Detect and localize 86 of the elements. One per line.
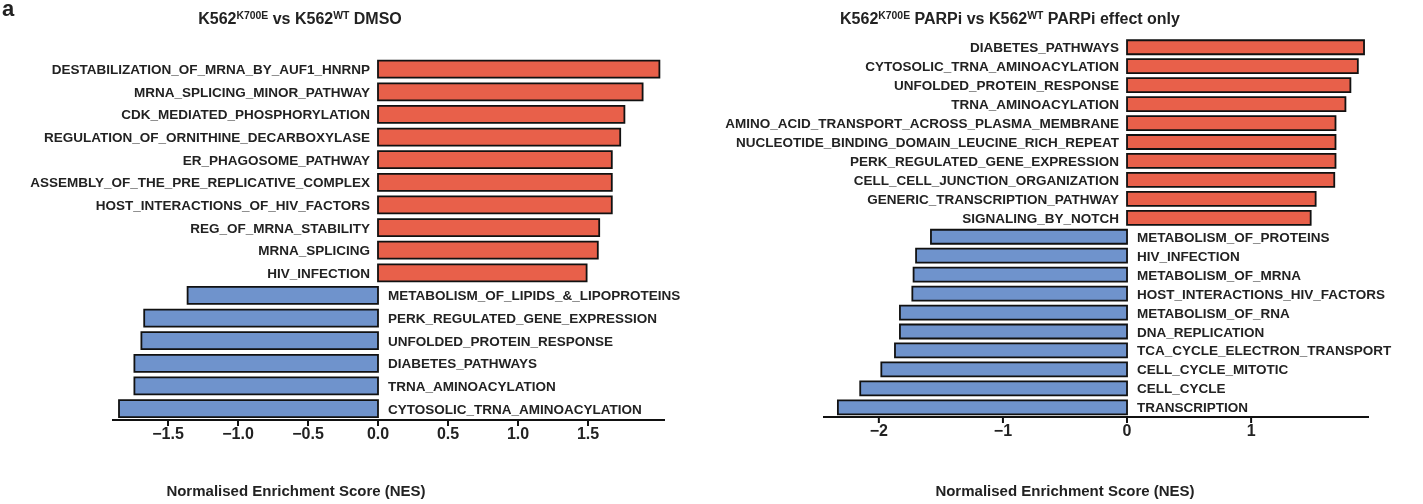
bar — [140, 331, 379, 351]
y-tick-label: METABOLISM_OF_RNA — [1137, 305, 1291, 321]
y-tick-label: AMINO_ACID_TRANSPORT_ACROSS_PLASMA_MEMBRANE — [725, 116, 1120, 132]
y-tick-label: CDK_MEDIATED_PHOSPHORYLATION — [121, 107, 370, 123]
bar — [377, 105, 626, 124]
bar — [1126, 209, 1312, 226]
bar — [377, 240, 599, 260]
y-tick-label: CELL_CELL_JUNCTION_ORGANIZATION — [853, 172, 1120, 188]
y-tick-label: CYTOSOLIC_TRNA_AMINOACYLATION — [388, 401, 642, 417]
bar — [377, 127, 622, 147]
bar — [377, 263, 588, 283]
bar — [930, 228, 1128, 245]
x-tick-label: 1.0 — [506, 425, 530, 443]
bar — [377, 82, 644, 102]
bar — [1126, 190, 1317, 207]
x-tick-label: −1.5 — [152, 425, 184, 443]
y-tick-label: CELL_CYCLE_MITOTIC — [1137, 362, 1289, 378]
y-tick-label: ASSEMBLY_OF_THE_PRE_REPLICATIVE_COMPLEX — [30, 175, 370, 191]
bar — [133, 376, 379, 396]
y-tick-label: METABOLISM_OF_PROTEINS — [1137, 229, 1330, 245]
bar — [1126, 58, 1359, 75]
bar — [899, 304, 1128, 321]
y-tick-label: METABOLISM_OF_MRNA — [1137, 267, 1302, 283]
y-tick-label: HOST_INTERACTIONS_HIV_FACTORS — [1137, 286, 1386, 302]
y-tick-label: HOST_INTERACTIONS_OF_HIV_FACTORS — [95, 197, 370, 213]
y-tick-label: GENERIC_TRANSCRIPTION_PATHWAY — [867, 191, 1120, 207]
y-tick-label: HIV_INFECTION — [1137, 248, 1240, 264]
y-tick-label: UNFOLDED_PROTEIN_RESPONSE — [388, 333, 614, 349]
x-axis-title: Normalised Enrichment Score (NES) — [166, 482, 426, 499]
y-tick-label: TRNA_AMINOACYLATION — [951, 97, 1120, 113]
bar — [1126, 39, 1365, 56]
y-tick-label: PERK_REGULATED_GENE_EXPRESSION — [849, 153, 1120, 169]
y-tick-label: ER_PHAGOSOME_PATHWAY — [182, 152, 370, 168]
x-tick-label: −2 — [869, 422, 889, 440]
x-tick-label: −0.5 — [292, 425, 324, 443]
y-tick-label: SIGNALING_BY_NOTCH — [962, 210, 1120, 226]
bar — [186, 286, 379, 305]
bar — [894, 342, 1128, 359]
y-tick-label: METABOLISM_OF_LIPIDS_&_LIPOPROTEINS — [388, 288, 681, 304]
y-tick-label: MRNA_SPLICING — [258, 243, 370, 259]
bar — [899, 323, 1128, 340]
y-tick-label: TRNA_AMINOACYLATION — [388, 378, 556, 394]
bar — [1126, 115, 1337, 131]
bar — [377, 195, 613, 215]
y-tick-label: REGULATION_OF_ORNITHINE_DECARBOXYLASE — [43, 130, 370, 146]
bar — [377, 59, 661, 79]
y-tick-label: NUCLEOTIDE_BINDING_DOMAIN_LEUCINE_RICH_REPEAT — [735, 135, 1120, 151]
bar — [1126, 172, 1336, 188]
y-tick-label: TRANSCRIPTION — [1137, 400, 1249, 416]
y-tick-label: CYTOSOLIC_TRNA_AMINOACYLATION — [865, 59, 1120, 75]
bar — [912, 266, 1128, 283]
bar — [911, 285, 1128, 302]
bar — [377, 172, 613, 192]
y-tick-label: UNFOLDED_PROTEIN_RESPONSE — [893, 78, 1120, 94]
x-tick-label: −1 — [993, 422, 1013, 440]
bar — [859, 380, 1128, 397]
y-tick-label: DESTABILIZATION_OF_MRNA_BY_AUF1_HNRNP — [51, 62, 370, 78]
bar — [1126, 77, 1352, 94]
bar — [1126, 134, 1337, 150]
y-tick-label: HIV_INFECTION — [267, 265, 370, 281]
x-tick-label: −1.0 — [222, 425, 254, 443]
x-axis-title: Normalised Enrichment Score (NES) — [935, 482, 1195, 499]
y-tick-label: PERK_REGULATED_GENE_EXPRESSION — [388, 311, 658, 327]
y-tick-label: TCA_CYCLE_ELECTRON_TRANSPORT — [1137, 343, 1393, 359]
x-tick-label: 1.5 — [576, 425, 600, 443]
bar — [915, 247, 1128, 264]
bar — [1126, 153, 1337, 169]
y-tick-label: MRNA_SPLICING_MINOR_PATHWAY — [133, 84, 370, 100]
bar — [377, 218, 601, 237]
text: a — [2, 0, 15, 21]
y-tick-label: CELL_CYCLE — [1137, 381, 1226, 397]
y-tick-label: DIABETES_PATHWAYS — [388, 356, 538, 372]
x-tick-label: 1 — [1246, 422, 1256, 440]
bar — [1126, 96, 1347, 113]
bar — [143, 308, 379, 328]
chart-title: K562$^{K700E}$ vs K562$^{WT}$ DMSO — [198, 9, 402, 27]
y-tick-label: DIABETES_PATHWAYS — [969, 40, 1120, 56]
bar — [377, 150, 613, 170]
bar — [133, 353, 379, 373]
bar — [880, 361, 1128, 378]
chart-title: K562$^{K700E}$ PARPi vs K562$^{WT}$ PARPi effect only — [840, 9, 1181, 27]
y-tick-label: REG_OF_MRNA_STABILITY — [190, 220, 370, 236]
x-tick-label: 0.0 — [366, 425, 390, 443]
x-tick-label: 0.5 — [436, 425, 460, 443]
y-tick-label: DNA_REPLICATION — [1137, 324, 1265, 340]
x-tick-label: 0 — [1122, 422, 1132, 440]
